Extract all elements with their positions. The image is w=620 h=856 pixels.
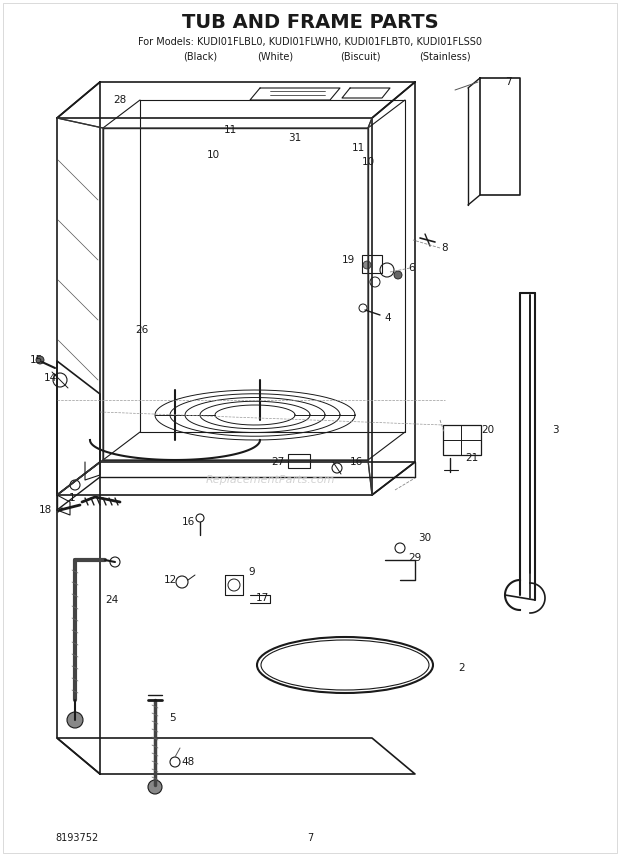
Text: 24: 24 [105, 595, 118, 605]
Text: 20: 20 [482, 425, 495, 435]
Text: 5: 5 [169, 713, 175, 723]
Text: 6: 6 [409, 263, 415, 273]
Text: 31: 31 [288, 133, 301, 143]
Text: 7: 7 [505, 77, 511, 87]
Text: 16: 16 [182, 517, 195, 527]
Text: 14: 14 [43, 373, 56, 383]
Text: 10: 10 [206, 150, 219, 160]
Text: 4: 4 [384, 313, 391, 323]
Text: 16: 16 [350, 457, 363, 467]
Text: 29: 29 [409, 553, 422, 563]
Text: 48: 48 [182, 757, 195, 767]
Circle shape [363, 261, 371, 269]
Text: TUB AND FRAME PARTS: TUB AND FRAME PARTS [182, 13, 438, 32]
Text: (Biscuit): (Biscuit) [340, 51, 380, 61]
Text: 26: 26 [135, 325, 149, 335]
Text: 17: 17 [255, 593, 268, 603]
Circle shape [394, 271, 402, 279]
Text: 11: 11 [223, 125, 237, 135]
Text: (Stainless): (Stainless) [419, 51, 471, 61]
Text: 15: 15 [29, 355, 43, 365]
Text: (White): (White) [257, 51, 293, 61]
Text: 27: 27 [272, 457, 285, 467]
Text: 7: 7 [307, 833, 313, 843]
Text: 10: 10 [361, 157, 374, 167]
Bar [443, 425, 481, 455]
Bar [288, 454, 310, 468]
Text: 1: 1 [69, 493, 75, 503]
Circle shape [67, 712, 83, 728]
Text: 9: 9 [249, 567, 255, 577]
Bar [362, 255, 382, 273]
Text: 8193752: 8193752 [55, 833, 98, 843]
Circle shape [148, 780, 162, 794]
Text: For Models: KUDI01FLBL0, KUDI01FLWH0, KUDI01FLBT0, KUDI01FLSS0: For Models: KUDI01FLBL0, KUDI01FLWH0, KU… [138, 37, 482, 47]
Circle shape [36, 356, 44, 364]
Text: 12: 12 [164, 575, 177, 585]
Text: 19: 19 [342, 255, 355, 265]
Text: 8: 8 [441, 243, 448, 253]
Text: 2: 2 [459, 663, 466, 673]
Text: 3: 3 [552, 425, 559, 435]
Text: 21: 21 [466, 453, 479, 463]
Text: (Black): (Black) [183, 51, 217, 61]
Text: 30: 30 [418, 533, 432, 543]
Text: 18: 18 [38, 505, 51, 515]
Text: 11: 11 [352, 143, 365, 153]
Text: ReplacementParts.com: ReplacementParts.com [205, 475, 335, 485]
Text: 28: 28 [113, 95, 126, 105]
